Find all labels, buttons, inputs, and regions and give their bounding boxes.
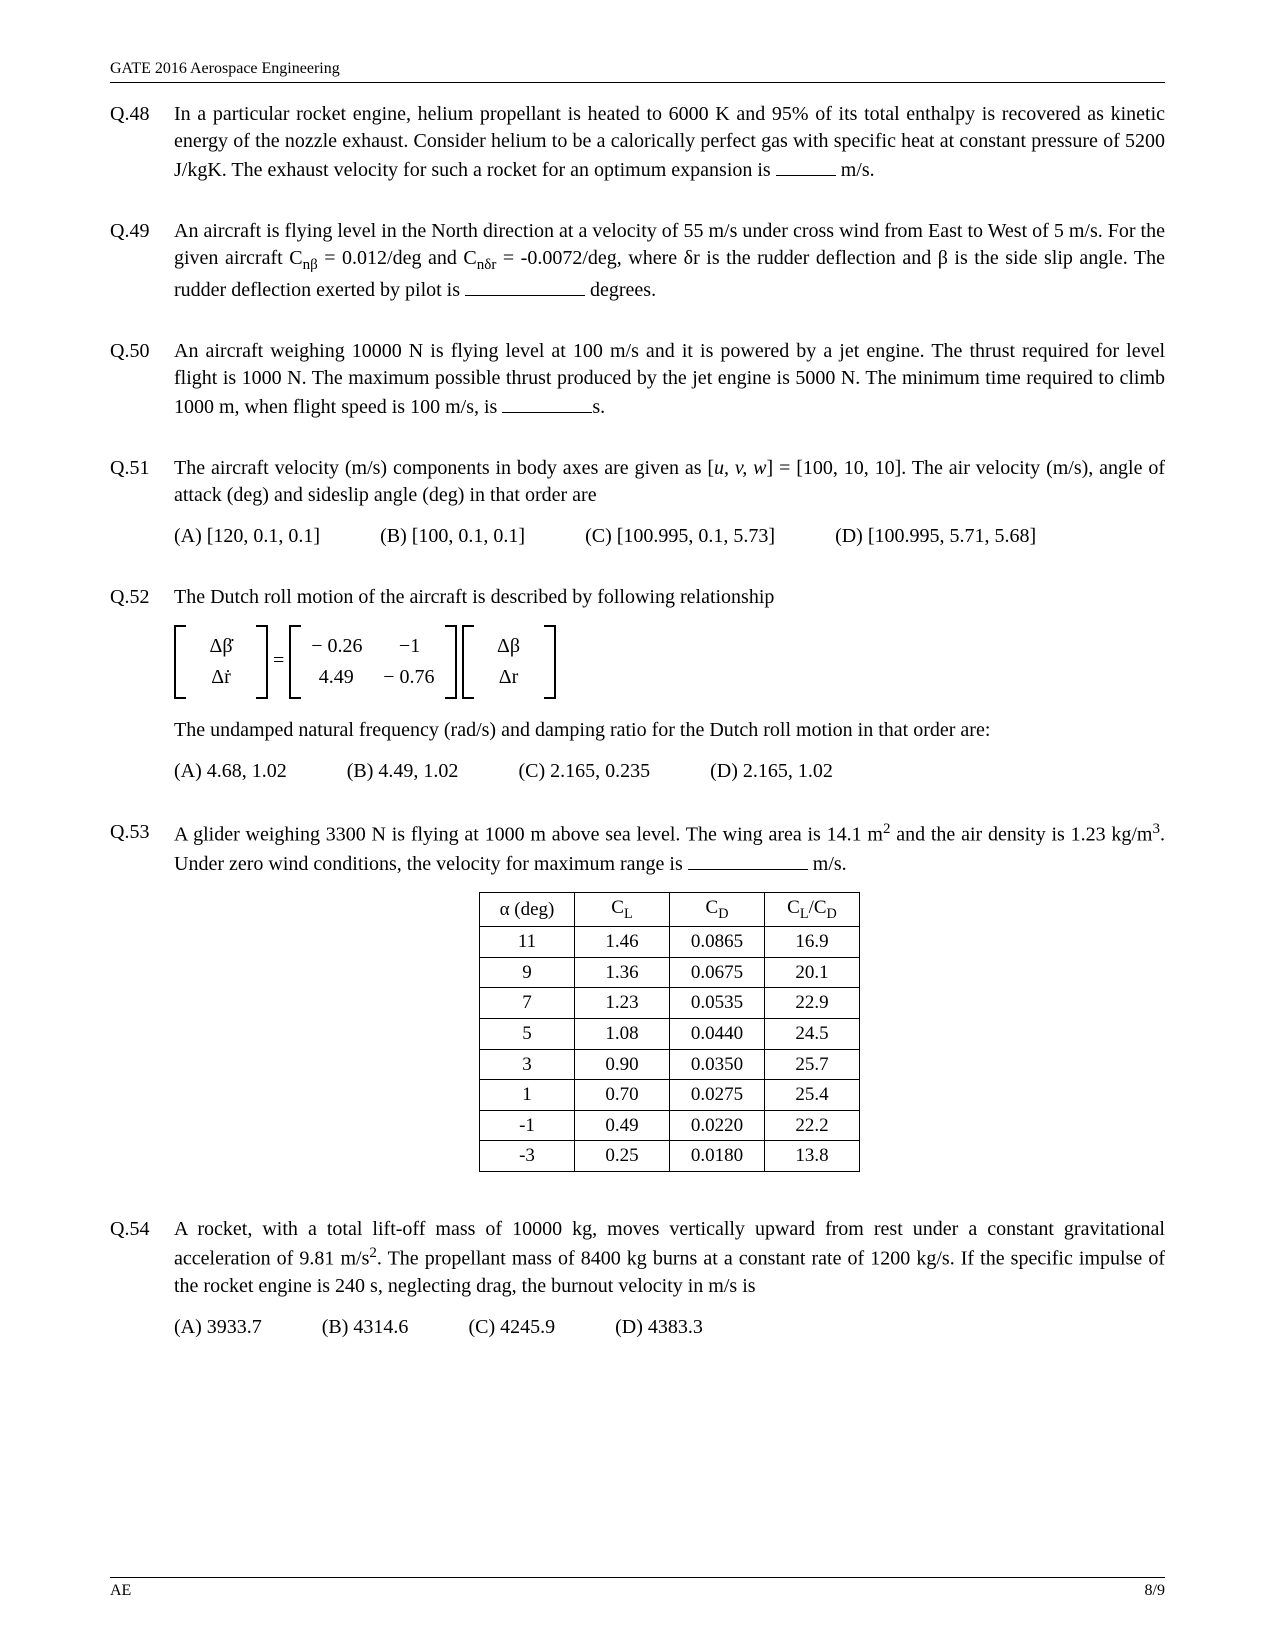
table-body: 111.460.086516.9 91.360.067520.1 71.230.…	[480, 926, 860, 1171]
q52-intro: The Dutch roll motion of the aircraft is…	[174, 584, 1165, 611]
option-a: (A) 3933.7	[174, 1314, 262, 1341]
options-row: (A) 3933.7 (B) 4314.6 (C) 4245.9 (D) 438…	[174, 1314, 1165, 1341]
question-body: In a particular rocket engine, helium pr…	[174, 101, 1165, 184]
col-cl: CL	[575, 892, 670, 926]
option-d: (D) 2.165, 1.02	[710, 758, 833, 785]
page-footer: AE 8/9	[110, 1577, 1165, 1600]
question-48: Q.48 In a particular rocket engine, heli…	[110, 101, 1165, 184]
table-row: 91.360.067520.1	[480, 957, 860, 988]
rhs-r0: Δβ	[482, 631, 536, 662]
blank-field	[502, 392, 592, 413]
q53-sup2: 3	[1153, 821, 1161, 837]
question-50: Q.50 An aircraft weighing 10000 N is fly…	[110, 338, 1165, 421]
question-number: Q.51	[110, 455, 174, 550]
question-49: Q.49 An aircraft is flying level in the …	[110, 218, 1165, 304]
q50-tail: s.	[592, 396, 605, 418]
question-body: The aircraft velocity (m/s) components i…	[174, 455, 1165, 550]
page: GATE 2016 Aerospace Engineering Q.48 In …	[0, 0, 1275, 1650]
col-clcd: CL/CD	[765, 892, 860, 926]
q51-uvw: u, v, w	[714, 457, 767, 479]
lhs-r0: Δβ̇	[194, 631, 248, 662]
matrix-equation: Δβ̇ Δṙ = − 0.26 −1 4.49	[174, 625, 1165, 699]
question-number: Q.53	[110, 819, 174, 1182]
question-body: An aircraft is flying level in the North…	[174, 218, 1165, 304]
q48-tail: m/s.	[836, 159, 875, 181]
q53-tail: m/s.	[808, 853, 847, 875]
q49-text-b: = 0.012/deg and C	[318, 247, 477, 269]
A-matrix: − 0.26 −1 4.49 − 0.76	[289, 625, 456, 699]
options-row: (A) 4.68, 1.02 (B) 4.49, 1.02 (C) 2.165,…	[174, 758, 1165, 785]
table-row: 51.080.044024.5	[480, 1018, 860, 1049]
option-b: (B) [100, 0.1, 0.1]	[380, 523, 525, 550]
table-header-row: α (deg) CL CD CL/CD	[480, 892, 860, 926]
table-row: -30.250.018013.8	[480, 1141, 860, 1172]
q48-text: In a particular rocket engine, helium pr…	[174, 103, 1165, 181]
table-row: 30.900.035025.7	[480, 1049, 860, 1080]
q49-tail: degrees.	[585, 279, 656, 301]
blank-field	[776, 155, 836, 176]
question-number: Q.52	[110, 584, 174, 785]
A-r1c1: − 0.76	[381, 662, 436, 693]
option-b: (B) 4314.6	[322, 1314, 409, 1341]
blank-field	[688, 849, 808, 870]
q49-sub2: nδr	[477, 257, 497, 273]
question-54: Q.54 A rocket, with a total lift-off mas…	[110, 1216, 1165, 1341]
header-text: GATE 2016 Aerospace Engineering	[110, 60, 340, 77]
question-number: Q.50	[110, 338, 174, 421]
option-c: (C) 4245.9	[468, 1314, 555, 1341]
A-r1c0: 4.49	[309, 662, 363, 693]
lhs-vector: Δβ̇ Δṙ	[174, 625, 268, 699]
option-d: (D) [100.995, 5.71, 5.68]	[835, 523, 1036, 550]
question-52: Q.52 The Dutch roll motion of the aircra…	[110, 584, 1165, 785]
q53-text-a: A glider weighing 3300 N is flying at 10…	[174, 824, 883, 846]
q51-text-a: The aircraft velocity (m/s) components i…	[174, 457, 714, 479]
A-r0c0: − 0.26	[309, 631, 364, 662]
question-body: A rocket, with a total lift-off mass of …	[174, 1216, 1165, 1341]
question-number: Q.48	[110, 101, 174, 184]
table-row: 111.460.086516.9	[480, 926, 860, 957]
option-c: (C) 2.165, 0.235	[518, 758, 650, 785]
rhs-r1: Δr	[482, 662, 536, 693]
col-cd: CD	[670, 892, 765, 926]
q50-text: An aircraft weighing 10000 N is flying l…	[174, 340, 1165, 418]
aero-data-table: α (deg) CL CD CL/CD 111.460.086516.9 91.…	[479, 892, 860, 1172]
question-body: The Dutch roll motion of the aircraft is…	[174, 584, 1165, 785]
table-row: 71.230.053522.9	[480, 988, 860, 1019]
A-r0c1: −1	[383, 631, 437, 662]
footer-left: AE	[110, 1582, 131, 1600]
option-a: (A) 4.68, 1.02	[174, 758, 287, 785]
q49-sub1: nβ	[303, 257, 318, 273]
question-number: Q.49	[110, 218, 174, 304]
option-c: (C) [100.995, 0.1, 5.73]	[585, 523, 775, 550]
table-row: -10.490.022022.2	[480, 1110, 860, 1141]
question-number: Q.54	[110, 1216, 174, 1341]
q53-text-b: and the air density is 1.23 kg/m	[890, 824, 1152, 846]
q54-sup1: 2	[369, 1245, 377, 1261]
q52-aftertext: The undamped natural frequency (rad/s) a…	[174, 717, 1165, 744]
equals: =	[273, 650, 289, 672]
question-body: A glider weighing 3300 N is flying at 10…	[174, 819, 1165, 1182]
options-row: (A) [120, 0.1, 0.1] (B) [100, 0.1, 0.1] …	[174, 523, 1165, 550]
option-d: (D) 4383.3	[615, 1314, 703, 1341]
question-53: Q.53 A glider weighing 3300 N is flying …	[110, 819, 1165, 1182]
blank-field	[465, 275, 585, 296]
page-header: GATE 2016 Aerospace Engineering	[110, 60, 1165, 83]
footer-right: 8/9	[1145, 1582, 1165, 1600]
option-b: (B) 4.49, 1.02	[347, 758, 459, 785]
col-alpha: α (deg)	[480, 892, 575, 926]
question-body: An aircraft weighing 10000 N is flying l…	[174, 338, 1165, 421]
question-51: Q.51 The aircraft velocity (m/s) compone…	[110, 455, 1165, 550]
option-a: (A) [120, 0.1, 0.1]	[174, 523, 320, 550]
lhs-r1: Δṙ	[194, 662, 248, 693]
table-row: 10.700.027525.4	[480, 1080, 860, 1111]
rhs-vector: Δβ Δr	[462, 625, 556, 699]
